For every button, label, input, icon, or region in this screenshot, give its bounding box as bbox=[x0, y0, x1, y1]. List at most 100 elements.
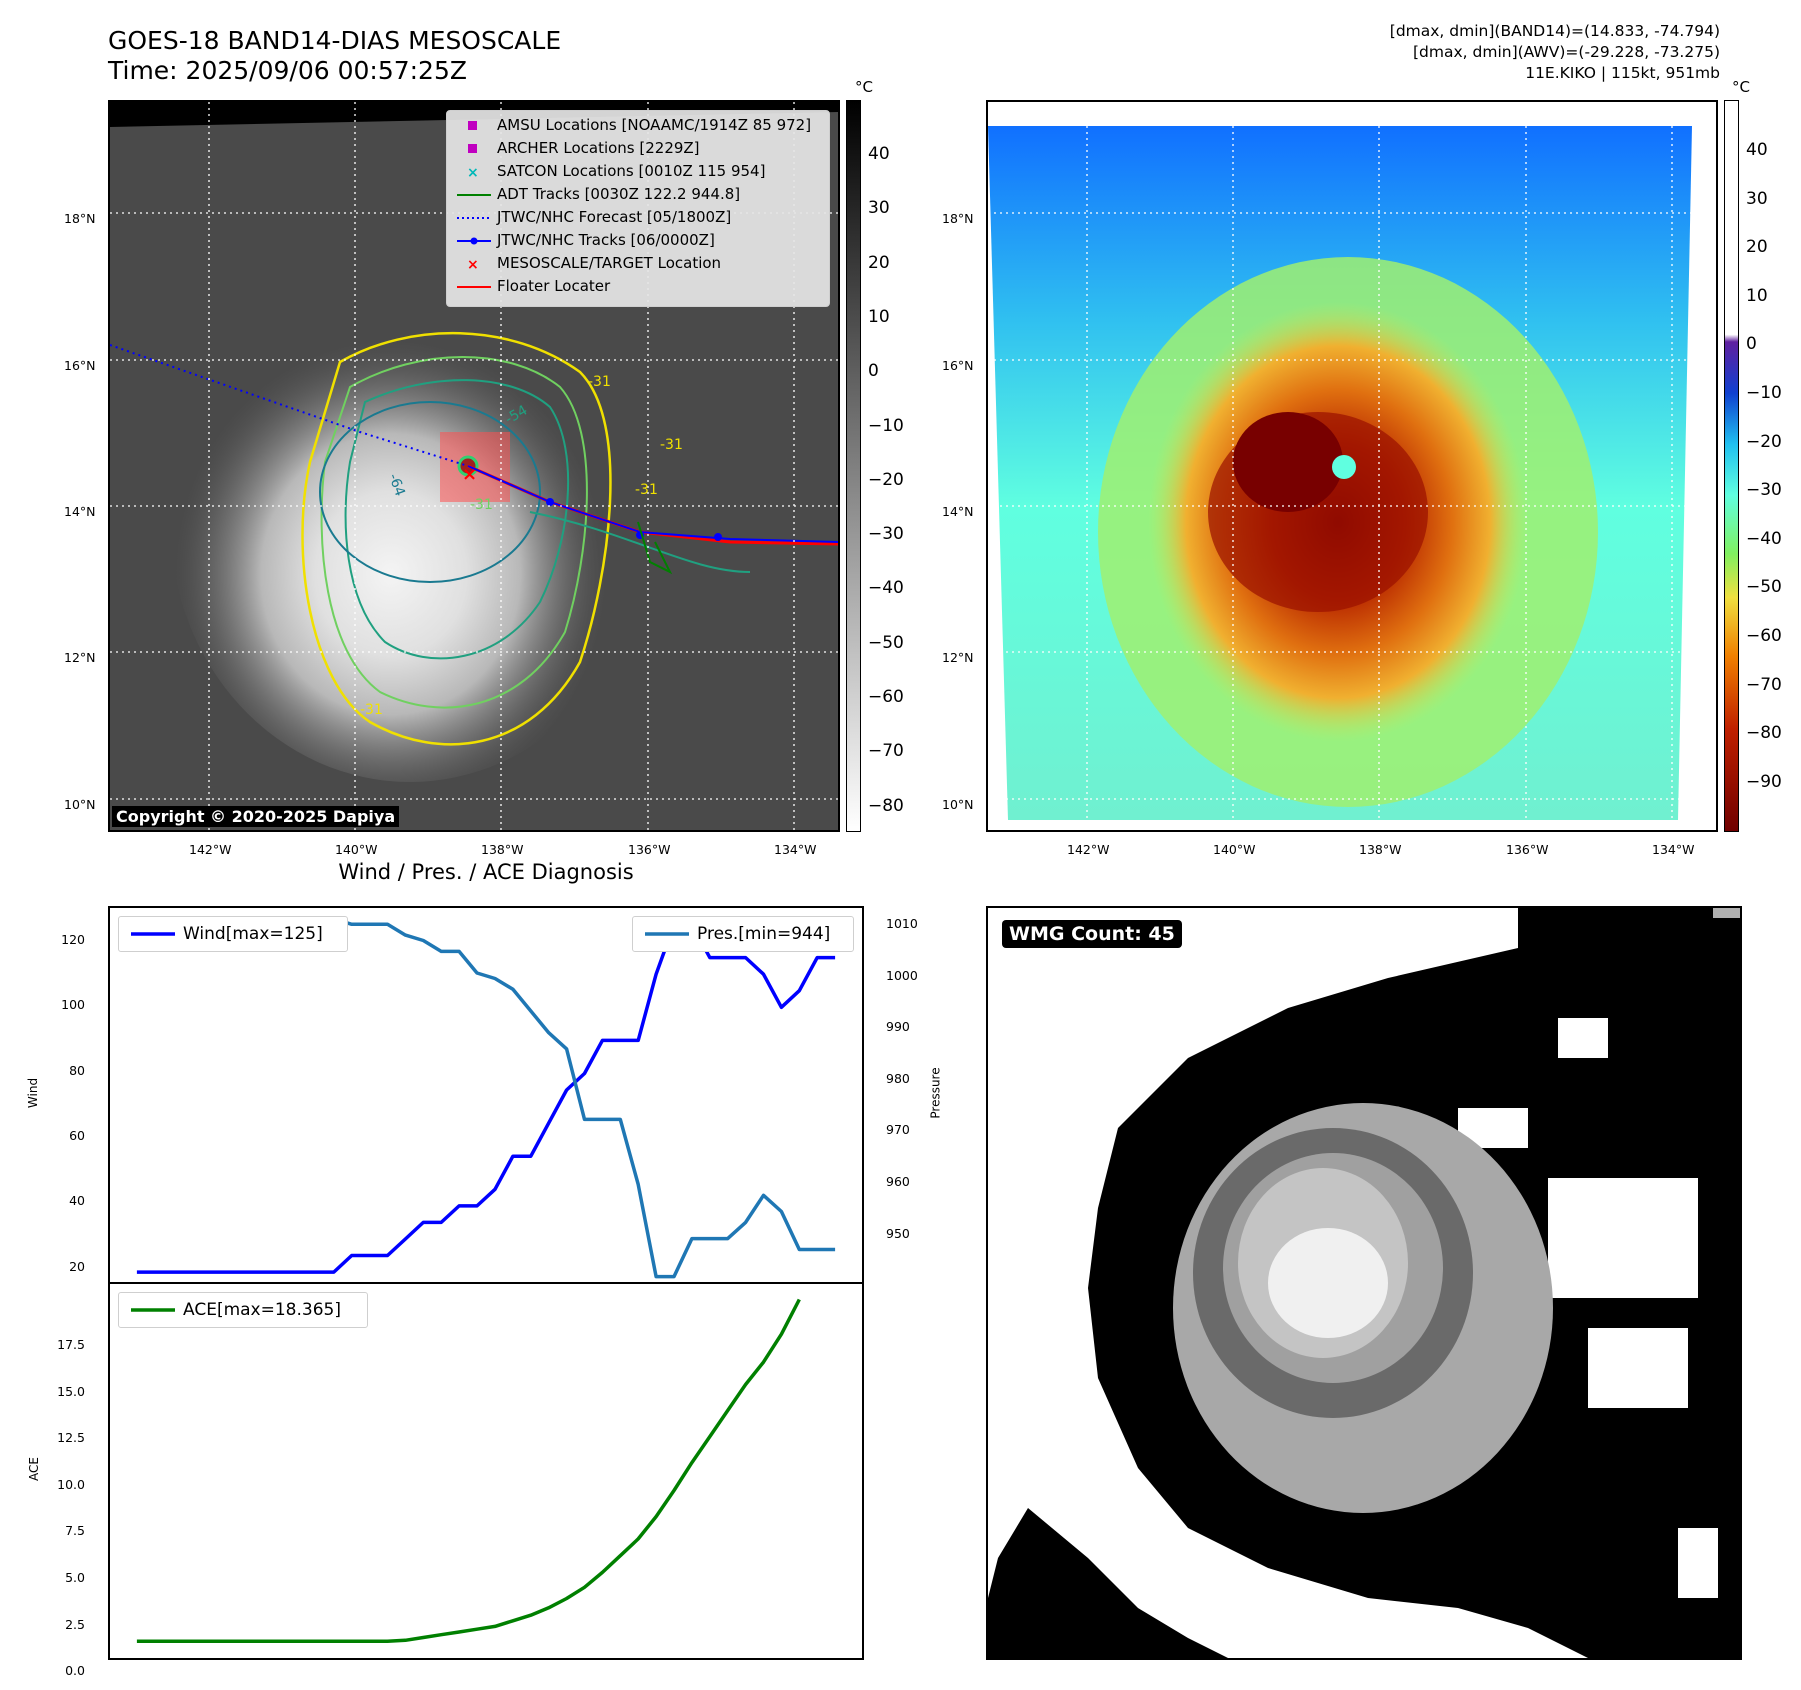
line-icon bbox=[645, 932, 689, 936]
colorbar-tick-label: 20 bbox=[1746, 237, 1768, 258]
axis-tick-label: 12.5 bbox=[57, 1430, 85, 1446]
latitude-label: 12°N bbox=[64, 650, 96, 665]
longitude-label: 138°W bbox=[1359, 842, 1402, 857]
axis-tick-label: 980 bbox=[886, 1070, 910, 1086]
color-map-panel bbox=[986, 100, 1718, 832]
colorbar-tick-label: −30 bbox=[868, 524, 904, 545]
colorbar-tick-label: −70 bbox=[868, 741, 904, 762]
ace-axis-title: ACE bbox=[26, 1457, 41, 1481]
line-icon bbox=[457, 286, 491, 288]
contour-label: -31 bbox=[470, 497, 493, 513]
wmg-image bbox=[988, 908, 1740, 1658]
axis-tick-label: 40 bbox=[69, 1193, 85, 1209]
wind-series-line bbox=[136, 922, 836, 1274]
wind-legend: Wind[max=125] bbox=[118, 916, 348, 952]
longitude-label: 134°W bbox=[1652, 842, 1695, 857]
legend-entry: × MESOSCALE/TARGET Location bbox=[447, 252, 829, 275]
axis-tick-label: 60 bbox=[69, 1127, 85, 1143]
longitude-label: 134°W bbox=[774, 842, 817, 857]
svg-text:×: × bbox=[462, 464, 477, 485]
wmg-count-badge: WMG Count: 45 bbox=[1002, 920, 1182, 948]
pressure-series-line bbox=[136, 917, 836, 1279]
axis-tick-label: 970 bbox=[886, 1122, 910, 1138]
colorbar-tick-label: 30 bbox=[868, 198, 890, 219]
axis-tick-label: 10.0 bbox=[57, 1476, 85, 1492]
colorbar-tick-label: −10 bbox=[868, 415, 904, 436]
wind-axis-title: Wind bbox=[26, 1077, 41, 1109]
x-marker-icon: × bbox=[467, 257, 479, 273]
longitude-label: 136°W bbox=[628, 842, 671, 857]
ir-colorbar bbox=[846, 100, 861, 832]
colorbar-tick-label: −20 bbox=[1746, 431, 1782, 452]
legend-entry: JTWC/NHC Forecast [05/1800Z] bbox=[447, 206, 829, 229]
latitude-label: 14°N bbox=[64, 504, 96, 519]
latitude-label: 14°N bbox=[942, 504, 974, 519]
line-dot-icon bbox=[457, 237, 491, 245]
axis-tick-label: 20 bbox=[69, 1258, 85, 1274]
x-marker-icon: × bbox=[467, 165, 479, 181]
axis-tick-label: 100 bbox=[61, 997, 85, 1013]
legend-entry: × SATCON Locations [0010Z 115 954] bbox=[447, 160, 829, 183]
contour-label: -31 bbox=[635, 482, 658, 498]
latitude-label: 18°N bbox=[942, 211, 974, 226]
copyright-badge: Copyright © 2020-2025 Dapiya bbox=[112, 806, 400, 827]
legend-entry: Floater Locater bbox=[447, 275, 829, 298]
colorbar-tick-label: 40 bbox=[1746, 140, 1768, 160]
latitude-label: 16°N bbox=[64, 358, 96, 373]
latitude-label: 16°N bbox=[942, 358, 974, 373]
ace-legend: ACE[max=18.365] bbox=[118, 1292, 368, 1328]
square-icon bbox=[468, 144, 477, 153]
colorbar-tick-label: −10 bbox=[1746, 383, 1782, 403]
pressure-axis-title: Pressure bbox=[928, 1067, 943, 1119]
info-storm: 11E.KIKO | 115kt, 951mb bbox=[1525, 64, 1720, 82]
axis-tick-label: 990 bbox=[886, 1019, 910, 1035]
svg-text:×: × bbox=[467, 257, 479, 273]
colorbar-tick-label: −50 bbox=[1746, 577, 1782, 598]
latitude-label: 10°N bbox=[942, 797, 974, 812]
axis-tick-label: 80 bbox=[69, 1062, 85, 1078]
axis-tick-label: 1000 bbox=[886, 967, 918, 983]
colorbar-tick-label: −20 bbox=[868, 469, 904, 490]
colorbar-tick-label: −80 bbox=[1746, 723, 1782, 744]
latitude-label: 12°N bbox=[942, 650, 974, 665]
axis-tick-label: 120 bbox=[61, 932, 85, 947]
legend-entry: ARCHER Locations [2229Z] bbox=[447, 137, 829, 160]
square-icon bbox=[468, 121, 477, 130]
svg-text:×: × bbox=[467, 165, 479, 181]
colorbar-tick-label: −40 bbox=[1746, 528, 1782, 549]
colorbar-tick-label: −60 bbox=[1746, 626, 1782, 646]
axis-tick-label: 7.5 bbox=[65, 1523, 85, 1539]
ace-plot bbox=[136, 1298, 801, 1644]
legend-entry: ADT Tracks [0030Z 122.2 944.8] bbox=[447, 183, 829, 206]
contour-label: -31 bbox=[588, 374, 611, 390]
ir-legend: AMSU Locations [NOAAMC/1914Z 85 972] ARC… bbox=[446, 110, 830, 307]
ir-colorbar-unit: °C bbox=[855, 78, 873, 96]
line-icon bbox=[131, 932, 175, 936]
longitude-label: 140°W bbox=[1213, 842, 1256, 857]
colorbar-tick-label: −90 bbox=[1746, 771, 1782, 792]
latitude-label: 10°N bbox=[64, 797, 96, 812]
info-band14: [dmax, dmin](BAND14)=(14.833, -74.794) bbox=[1389, 22, 1720, 40]
ace-panel: ACE[max=18.365] bbox=[108, 1282, 864, 1660]
figure-time: Time: 2025/09/06 00:57:25Z bbox=[108, 56, 467, 85]
wind-pres-panel: Wind[max=125] Pres.[min=944] bbox=[108, 906, 864, 1284]
colorbar-tick-label: −60 bbox=[868, 687, 904, 707]
colorbar-tick-label: 10 bbox=[868, 306, 890, 327]
colorbar-tick-label: 40 bbox=[868, 144, 890, 164]
pres-legend: Pres.[min=944] bbox=[632, 916, 854, 952]
axis-tick-label: 15.0 bbox=[57, 1383, 85, 1399]
info-awv: [dmax, dmin](AWV)=(-29.228, -73.275) bbox=[1413, 43, 1720, 61]
latitude-label: 18°N bbox=[64, 211, 96, 226]
colorbar-tick-label: 10 bbox=[1746, 285, 1768, 306]
contour-label: -31 bbox=[360, 702, 383, 718]
line-icon bbox=[131, 1308, 175, 1312]
colorbar-tick-label: 20 bbox=[868, 252, 890, 273]
color-colorbar-unit: °C bbox=[1732, 78, 1750, 96]
axis-tick-label: 950 bbox=[886, 1225, 910, 1241]
diag-title: Wind / Pres. / ACE Diagnosis bbox=[338, 860, 634, 884]
colorbar-tick-label: −50 bbox=[868, 632, 904, 653]
colorbar-tick-label: 0 bbox=[1746, 334, 1757, 355]
axis-tick-label: 1010 bbox=[886, 916, 918, 931]
longitude-label: 136°W bbox=[1506, 842, 1549, 857]
line-icon bbox=[457, 194, 491, 196]
